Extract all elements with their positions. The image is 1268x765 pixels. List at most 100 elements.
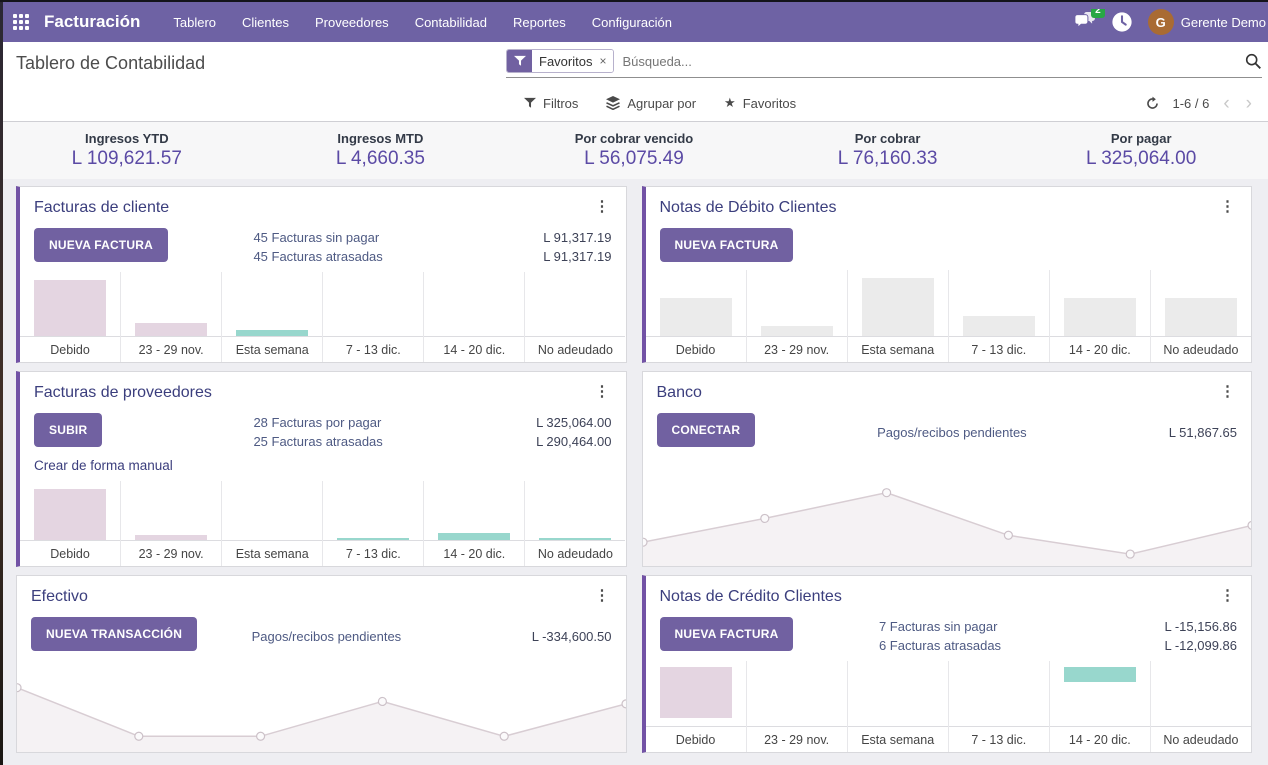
refresh-button[interactable] <box>1145 96 1160 111</box>
kpi-label: Por cobrar vencido <box>574 131 694 146</box>
bar-column-esta-semana[interactable]: Esta semana <box>222 272 324 362</box>
kpi-ingresos-mtd[interactable]: Ingresos MTD L 4,660.35 <box>254 122 508 179</box>
kpi-ingresos-ytd[interactable]: Ingresos YTD L 109,621.57 <box>0 122 254 179</box>
bar-plot-area <box>645 661 746 727</box>
kebab-menu-icon[interactable]: ⋮ <box>1220 198 1235 215</box>
bar-column-14-20-dic[interactable]: 14 - 20 dic. <box>1049 661 1151 752</box>
bar-column-7-13-dic[interactable]: 7 - 13 dic. <box>948 661 1050 752</box>
bar-column-14-20-dic[interactable]: 14 - 20 dic. <box>424 272 526 362</box>
card-row-link[interactable]: 7 Facturas sin pagar <box>878 619 998 634</box>
nueva-factura-button[interactable]: NUEVA FACTURA <box>34 228 168 262</box>
nav-item-tablero[interactable]: Tablero <box>173 14 216 30</box>
apps-grid-icon[interactable] <box>13 14 29 30</box>
app-brand[interactable]: Facturación <box>44 12 141 31</box>
card-title[interactable]: Facturas de proveedores <box>34 384 212 401</box>
kpi-por-pagar[interactable]: Por pagar L 325,064.00 <box>1014 122 1268 179</box>
filters-button[interactable]: Filtros <box>524 95 578 111</box>
bar-column-debido[interactable]: Debido <box>645 661 747 752</box>
sparkline-svg <box>642 488 1252 566</box>
facet-funnel-icon <box>507 50 532 72</box>
bar-column-14-20-dic[interactable]: 14 - 20 dic. <box>1049 270 1151 362</box>
bar-plot-area <box>1049 661 1150 727</box>
card-row-link[interactable]: 6 Facturas atrasadas <box>878 638 1002 653</box>
card-title[interactable]: Banco <box>656 384 702 401</box>
crear-de-forma-manual-link[interactable]: Crear de forma manual <box>34 458 173 473</box>
facet-remove-button[interactable]: × <box>599 54 607 68</box>
nav-item-reportes[interactable]: Reportes <box>512 14 566 30</box>
nueva-transaccion-button[interactable]: NUEVA TRANSACCIÓN <box>31 617 198 651</box>
bar-column-23-29-nov[interactable]: 23 - 29 nov. <box>746 270 848 362</box>
bar-column-debido[interactable]: Debido <box>645 270 747 362</box>
bar-column-no-adeudado[interactable]: No adeudado <box>1150 661 1251 752</box>
kpi-value: L 325,064.00 <box>1086 148 1197 169</box>
bar-column-14-20-dic[interactable]: 14 - 20 dic. <box>424 481 526 566</box>
card-body: CONECTAR Pagos/recibos pendientes L 51,867… <box>643 402 1252 447</box>
bar-column-no-adeudado[interactable]: No adeudado <box>525 272 626 362</box>
bar-plot-area <box>20 481 121 541</box>
pager-next-button[interactable]: › <box>1245 92 1252 114</box>
card-row-link[interactable]: 45 Facturas atrasadas <box>253 249 383 264</box>
card-row: 6 Facturas atrasadas L -12,099.86 <box>879 638 1237 653</box>
bar-column-7-13-dic[interactable]: 7 - 13 dic. <box>323 481 425 566</box>
card-row-link[interactable]: Pagos/recibos pendientes <box>877 425 1027 440</box>
card-row-link[interactable]: 25 Facturas atrasadas <box>253 434 383 449</box>
search-facet-favoritos: Favoritos × <box>506 49 615 73</box>
kpi-por-cobrar-vencido[interactable]: Por cobrar vencido L 56,075.49 <box>507 122 761 179</box>
favorites-button[interactable]: ★ Favoritos <box>724 95 797 111</box>
pager-previous-button[interactable]: ‹ <box>1223 92 1230 114</box>
card-title[interactable]: Efectivo <box>31 588 88 605</box>
card-actions: NUEVA FACTURA <box>659 617 879 651</box>
kpi-por-cobrar[interactable]: Por cobrar L 76,160.33 <box>761 122 1015 179</box>
messages-button[interactable]: 2 <box>1074 9 1105 34</box>
bar-column-esta-semana[interactable]: Esta semana <box>847 270 949 362</box>
group-by-button[interactable]: Agrupar por <box>606 95 696 111</box>
bar-column-debido[interactable]: Debido <box>20 272 122 362</box>
card-row: Pagos/recibos pendientes L 51,867.65 <box>877 425 1237 440</box>
kpi-label: Ingresos MTD <box>337 131 424 146</box>
nav-item-configuracion[interactable]: Configuración <box>591 14 672 30</box>
card-body: SUBIR Crear de forma manual 28 Facturas po… <box>20 402 626 473</box>
bar-column-debido[interactable]: Debido <box>20 481 122 566</box>
card-header: Facturas de cliente ⋮ <box>20 187 626 217</box>
nueva-factura-button[interactable]: NUEVA FACTURA <box>659 617 794 651</box>
activities-button[interactable] <box>1111 11 1133 33</box>
bar-column-23-29-nov[interactable]: 23 - 29 nov. <box>746 661 848 752</box>
bar-column-esta-semana[interactable]: Esta semana <box>222 481 324 566</box>
card-rows: 28 Facturas por pagar L 325,064.00 25 Fact… <box>253 413 611 449</box>
search-icon[interactable] <box>1245 53 1262 70</box>
card-row-link[interactable]: Pagos/recibos pendientes <box>251 629 402 644</box>
bar-column-23-29-nov[interactable]: 23 - 29 nov. <box>121 481 223 566</box>
bar-category-label: 7 - 13 dic. <box>971 342 1027 357</box>
nueva-factura-button[interactable]: NUEVA FACTURA <box>659 228 794 262</box>
kebab-menu-icon[interactable]: ⋮ <box>1220 383 1235 400</box>
bar-column-7-13-dic[interactable]: 7 - 13 dic. <box>948 270 1050 362</box>
card-actions: CONECTAR <box>656 413 878 447</box>
bar-column-7-13-dic[interactable]: 7 - 13 dic. <box>323 272 425 362</box>
bar-column-no-adeudado[interactable]: No adeudado <box>1150 270 1251 362</box>
user-menu[interactable]: G Gerente Demo <box>1147 9 1266 35</box>
search-input[interactable] <box>622 53 1237 69</box>
card-row-link[interactable]: 45 Facturas sin pagar <box>253 230 380 245</box>
card-title[interactable]: Notas de Crédito Clientes <box>659 588 842 605</box>
bar-category-label: 23 - 29 nov. <box>764 732 830 747</box>
kebab-menu-icon[interactable]: ⋮ <box>594 198 610 215</box>
nav-item-contabilidad[interactable]: Contabilidad <box>414 14 487 30</box>
card-row-amount: L 325,064.00 <box>536 415 612 430</box>
card-title[interactable]: Facturas de cliente <box>34 199 170 216</box>
bar-chart: Debido 23 - 29 nov. Esta semana 7 - 13 dic.… <box>20 481 626 566</box>
nav-item-clientes[interactable]: Clientes <box>242 14 289 30</box>
kebab-menu-icon[interactable]: ⋮ <box>594 383 610 400</box>
kebab-menu-icon[interactable]: ⋮ <box>594 587 610 604</box>
conectar-button[interactable]: CONECTAR <box>656 413 756 447</box>
bar-column-esta-semana[interactable]: Esta semana <box>847 661 949 752</box>
card-row-link[interactable]: 28 Facturas por pagar <box>253 415 382 430</box>
kebab-menu-icon[interactable]: ⋮ <box>1220 587 1235 604</box>
bar-column-23-29-nov[interactable]: 23 - 29 nov. <box>121 272 223 362</box>
line-chart <box>17 657 626 752</box>
nav-item-proveedores[interactable]: Proveedores <box>314 14 389 30</box>
subir-button[interactable]: SUBIR <box>34 413 103 447</box>
star-icon: ★ <box>724 95 736 110</box>
bar-column-no-adeudado[interactable]: No adeudado <box>525 481 626 566</box>
card-title[interactable]: Notas de Débito Clientes <box>659 199 837 216</box>
bar-plot-area <box>121 272 222 337</box>
